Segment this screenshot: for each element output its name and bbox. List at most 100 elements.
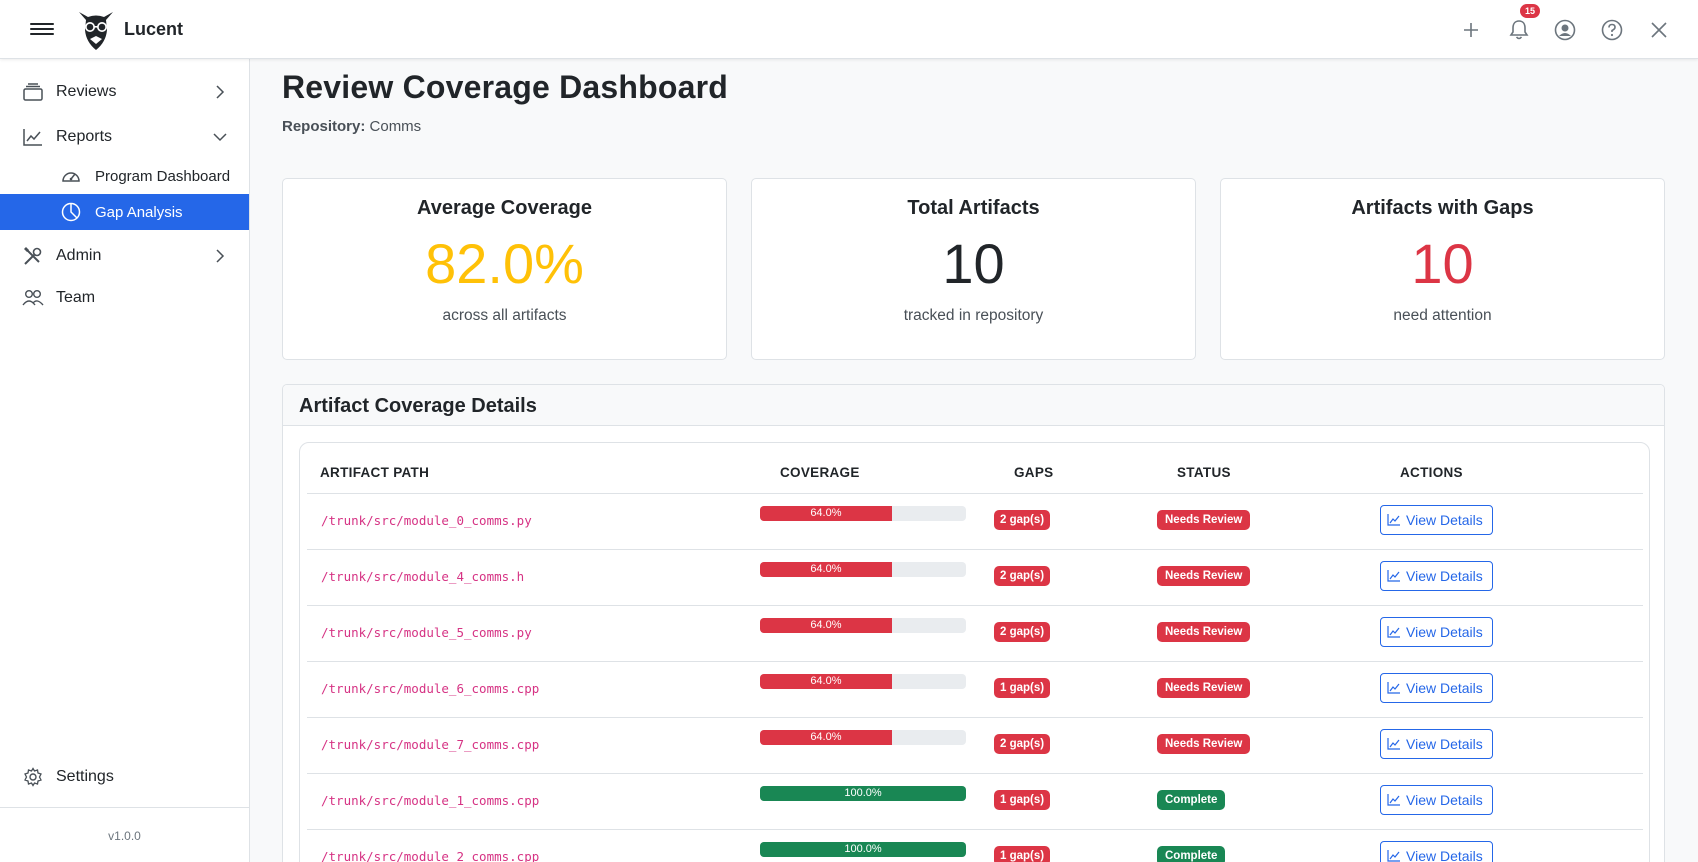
settings-label: Settings xyxy=(56,768,114,785)
sidebar-item-label: Gap Analysis xyxy=(95,203,183,221)
column-header-artifact-path[interactable]: ARTIFACT PATH xyxy=(320,465,430,480)
coverage-progress-bar: 100.0% xyxy=(760,842,966,857)
graph-up-icon xyxy=(1387,514,1400,526)
stat-card-average-coverage: Average Coverage 82.0% across all artifa… xyxy=(282,178,727,360)
sidebar-item-team[interactable]: Team xyxy=(0,280,249,316)
view-details-label: View Details xyxy=(1406,736,1483,752)
help-icon[interactable] xyxy=(1598,16,1626,44)
tools-icon xyxy=(22,245,44,267)
view-details-label: View Details xyxy=(1406,512,1483,528)
view-details-button[interactable]: View Details xyxy=(1380,785,1493,815)
stack-icon xyxy=(22,81,44,103)
stat-title: Artifacts with Gaps xyxy=(1351,197,1534,219)
stat-value: 10 xyxy=(942,232,1005,295)
column-header-status[interactable]: STATUS xyxy=(1177,465,1231,480)
artifact-path[interactable]: /trunk/src/module_1_comms.cpp xyxy=(321,793,540,808)
view-details-button[interactable]: View Details xyxy=(1380,841,1493,862)
repository-name: Comms xyxy=(369,118,422,135)
coverage-progress-fill xyxy=(760,562,892,577)
table-row: /trunk/src/module_5_comms.py 64.0% 2 gap(s… xyxy=(307,605,1643,661)
artifact-path[interactable]: /trunk/src/module_0_comms.py xyxy=(321,513,532,528)
artifact-path[interactable]: /trunk/src/module_2_comms.cpp xyxy=(321,849,540,862)
artifact-path[interactable]: /trunk/src/module_4_comms.h xyxy=(321,569,525,584)
sidebar-item-label: Team xyxy=(56,289,96,306)
status-badge: Complete xyxy=(1157,846,1226,862)
bell-icon[interactable]: 15 xyxy=(1505,4,1541,44)
card-header: Artifact Coverage Details xyxy=(283,385,1664,426)
gaps-badge: 1 gap(s) xyxy=(994,846,1051,862)
coverage-label: 64.0% xyxy=(810,619,842,631)
gaps-badge: 1 gap(s) xyxy=(994,678,1051,698)
chevron-right-icon xyxy=(213,85,227,99)
pie-chart-icon xyxy=(60,201,82,223)
page-title: Review Coverage Dashboard xyxy=(282,69,729,105)
column-header-coverage[interactable]: COVERAGE xyxy=(780,465,860,480)
gaps-badge: 2 gap(s) xyxy=(994,622,1051,642)
close-icon[interactable] xyxy=(1645,16,1673,44)
coverage-progress-fill xyxy=(760,506,892,521)
graph-up-icon xyxy=(22,126,44,148)
view-details-label: View Details xyxy=(1406,792,1483,808)
artifact-path[interactable]: /trunk/src/module_7_comms.cpp xyxy=(321,737,540,752)
sidebar-divider xyxy=(0,807,249,808)
table-row: /trunk/src/module_1_comms.cpp 100.0% 1 gap… xyxy=(307,773,1643,829)
coverage-progress-fill xyxy=(760,730,892,745)
artifact-path[interactable]: /trunk/src/module_5_comms.py xyxy=(321,625,532,640)
gaps-badge: 2 gap(s) xyxy=(994,510,1051,530)
sidebar-item-reports[interactable]: Reports xyxy=(0,119,249,155)
view-details-button[interactable]: View Details xyxy=(1380,673,1493,703)
stat-subtitle: need attention xyxy=(1393,307,1492,324)
coverage-progress-fill xyxy=(760,842,966,857)
main-content: Review Coverage Dashboard Repository: Co… xyxy=(250,59,1698,862)
table-row: /trunk/src/module_6_comms.cpp 64.0% 1 gap(… xyxy=(307,661,1643,717)
coverage-label: 100.0% xyxy=(844,843,882,855)
coverage-progress-bar: 100.0% xyxy=(760,786,966,801)
view-details-button[interactable]: View Details xyxy=(1380,617,1493,647)
user-icon[interactable] xyxy=(1551,16,1579,44)
coverage-progress-fill xyxy=(760,618,892,633)
coverage-progress-fill xyxy=(760,674,892,689)
sidebar-item-label: Reviews xyxy=(56,83,117,100)
artifact-path[interactable]: /trunk/src/module_6_comms.cpp xyxy=(321,681,540,696)
gaps-badge: 2 gap(s) xyxy=(994,734,1051,754)
menu-icon[interactable] xyxy=(30,20,54,40)
view-details-label: View Details xyxy=(1406,624,1483,640)
sidebar-item-program-dashboard[interactable]: Program Dashboard xyxy=(0,158,249,194)
graph-up-icon xyxy=(1387,626,1400,638)
status-badge: Needs Review xyxy=(1157,734,1251,754)
coverage-label: 64.0% xyxy=(810,507,842,519)
repository-line: Repository: Comms xyxy=(282,118,421,135)
status-badge: Needs Review xyxy=(1157,678,1251,698)
sidebar-item-admin[interactable]: Admin xyxy=(0,238,249,274)
sidebar-item-settings[interactable]: Settings xyxy=(0,759,249,795)
stat-card-artifacts-with-gaps: Artifacts with Gaps 10 need attention xyxy=(1220,178,1665,360)
coverage-progress-bar: 64.0% xyxy=(760,506,966,521)
coverage-progress-bar: 64.0% xyxy=(760,562,966,577)
column-header-actions[interactable]: ACTIONS xyxy=(1400,465,1463,480)
view-details-button[interactable]: View Details xyxy=(1380,729,1493,759)
add-icon[interactable] xyxy=(1457,16,1485,44)
graph-up-icon xyxy=(1387,850,1400,862)
chevron-down-icon xyxy=(213,130,227,144)
stat-subtitle: across all artifacts xyxy=(442,307,567,324)
card-title: Artifact Coverage Details xyxy=(299,395,537,417)
view-details-button[interactable]: View Details xyxy=(1380,505,1493,535)
coverage-progress-bar: 64.0% xyxy=(760,674,966,689)
coverage-label: 100.0% xyxy=(844,787,882,799)
column-header-gaps[interactable]: GAPS xyxy=(1014,465,1054,480)
sidebar-item-gap-analysis[interactable]: Gap Analysis xyxy=(0,194,249,230)
status-badge: Needs Review xyxy=(1157,566,1251,586)
coverage-label: 64.0% xyxy=(810,675,842,687)
view-details-button[interactable]: View Details xyxy=(1380,561,1493,591)
stat-value: 10 xyxy=(1411,232,1474,295)
sidebar-item-reviews[interactable]: Reviews xyxy=(0,74,249,110)
graph-up-icon xyxy=(1387,570,1400,582)
stat-subtitle: tracked in repository xyxy=(903,307,1044,324)
table-row: /trunk/src/module_0_comms.py 64.0% 2 gap(s… xyxy=(307,493,1643,549)
stat-card-total-artifacts: Total Artifacts 10 tracked in repository xyxy=(751,178,1196,360)
top-bar: Lucent 15 xyxy=(0,0,1698,59)
sidebar-item-label: Admin xyxy=(56,247,102,264)
coverage-label: 64.0% xyxy=(810,731,842,743)
notification-badge: 15 xyxy=(1520,4,1541,18)
gear-icon xyxy=(22,766,44,788)
